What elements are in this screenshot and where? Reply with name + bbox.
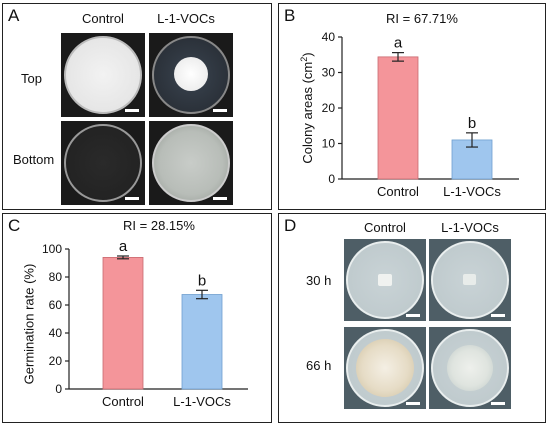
significance-letter: b: [198, 272, 206, 289]
panel-a-letter: A: [8, 6, 20, 25]
photo-d-voc-66h: [429, 327, 511, 409]
fungal-colony: [356, 339, 414, 397]
scale-bar: [213, 109, 227, 112]
chart-c: 0 20 40 60 80 100 a Control b L-1-VOCs: [42, 238, 248, 409]
scale-bar: [125, 197, 139, 200]
agar-plug: [463, 274, 476, 285]
agar-plug: [378, 274, 392, 286]
photo-a-control-top: [61, 33, 145, 117]
panel-b-letter: B: [284, 6, 296, 25]
petri-dish: [346, 241, 424, 319]
fungal-colony: [174, 57, 208, 91]
fungal-colony: [447, 345, 493, 391]
y-tick-label: 40: [322, 30, 336, 44]
x-tick-label: Control: [377, 184, 419, 199]
panel-a-col-control: Control: [82, 11, 124, 26]
panel-d-letter: D: [284, 216, 297, 235]
y-tick-label: 0: [55, 382, 62, 396]
y-tick-label: 60: [49, 298, 63, 312]
y-tick-label: 100: [42, 242, 62, 256]
panel-a-col-voc: L-1-VOCs: [157, 11, 215, 26]
photo-d-control-30h: [344, 239, 426, 321]
scale-bar: [491, 314, 505, 317]
photo-d-voc-30h: [429, 239, 511, 321]
y-tick-label: 10: [322, 137, 336, 151]
panel-d-col-control: Control: [364, 220, 406, 235]
panel-d-row-66h: 66 h: [306, 358, 332, 373]
photo-a-control-bottom: [61, 121, 145, 205]
scale-bar: [491, 402, 505, 405]
photo-a-voc-bottom: [149, 121, 233, 205]
significance-letter: a: [119, 238, 128, 255]
scale-bar: [406, 402, 420, 405]
panel-c: C RI = 28.15% Germination rate (%) 0 20 40…: [2, 213, 272, 423]
panel-c-ri-label: RI = 28.15%: [123, 218, 195, 233]
x-tick-label: Control: [102, 394, 144, 409]
scale-bar: [213, 197, 227, 200]
chart-b: 0 10 20 30 40 a Control b L-1-VOCs: [322, 30, 519, 199]
panel-a-row-top: Top: [21, 71, 42, 86]
y-tick-label: 30: [322, 66, 336, 80]
petri-dish: [64, 36, 142, 114]
photo-a-voc-top: [149, 33, 233, 117]
y-tick-label: 0: [328, 172, 335, 186]
y-tick-label: 80: [49, 270, 63, 284]
panel-a: A Control L-1-VOCs Top Bottom: [2, 3, 272, 210]
scale-bar: [406, 314, 420, 317]
y-tick-label: 20: [49, 354, 63, 368]
y-tick-label: 20: [322, 101, 336, 115]
petri-dish: [152, 124, 230, 202]
petri-dish: [152, 36, 230, 114]
bar-l-1-vocs: [181, 294, 223, 390]
panel-c-letter: C: [8, 216, 21, 235]
x-tick-label: L-1-VOCs: [443, 184, 501, 199]
significance-letter: a: [394, 35, 403, 52]
x-tick-label: L-1-VOCs: [173, 394, 231, 409]
panel-b: B RI = 67.71% Colony areas (cm2) 0 10 20 30…: [278, 3, 546, 210]
scale-bar: [125, 109, 139, 112]
panel-a-row-bottom: Bottom: [13, 152, 55, 167]
significance-letter: b: [468, 115, 476, 132]
petri-dish: [64, 124, 142, 202]
y-tick-label: 40: [49, 326, 63, 340]
panel-d: D Control L-1-VOCs 30 h 66 h: [278, 213, 546, 423]
panel-d-row-30h: 30 h: [306, 273, 332, 288]
bar-control: [377, 56, 419, 180]
panel-b-ri-label: RI = 67.71%: [386, 11, 458, 26]
photo-d-control-66h: [344, 327, 426, 409]
bar-control: [102, 257, 144, 390]
panel-d-col-voc: L-1-VOCs: [441, 220, 499, 235]
